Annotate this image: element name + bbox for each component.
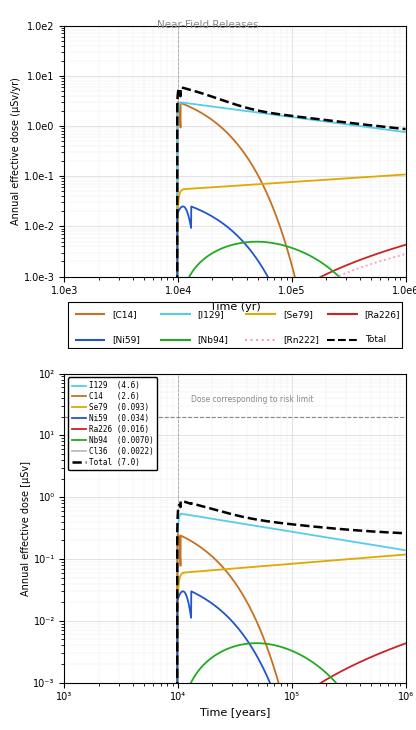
X-axis label: Time (yr): Time (yr) [210,302,260,312]
Text: Near-Field Releases: Near-Field Releases [157,20,259,31]
Text: [Ni59]: [Ni59] [112,335,140,344]
Text: Dose corresponding to risk limit: Dose corresponding to risk limit [191,395,314,404]
Text: Total: Total [365,335,386,344]
Y-axis label: Annual effective dose (µSv/yr): Annual effective dose (µSv/yr) [11,77,21,225]
Legend: I129  (4.6), C14   (2.6), Se79  (0.093), Ni59  (0.034), Ra226 (0.016), Nb94  (0.: I129 (4.6), C14 (2.6), Se79 (0.093), Ni5… [68,377,158,470]
Text: [Nb94]: [Nb94] [198,335,228,344]
Y-axis label: Annual effective dose [µSv]: Annual effective dose [µSv] [21,461,31,596]
Text: [Ra226]: [Ra226] [365,310,400,319]
Text: [Se79]: [Se79] [283,310,313,319]
Text: [C14]: [C14] [112,310,137,319]
Text: [I129]: [I129] [198,310,224,319]
X-axis label: Time [years]: Time [years] [200,708,270,718]
Text: [Rn222]: [Rn222] [283,335,319,344]
